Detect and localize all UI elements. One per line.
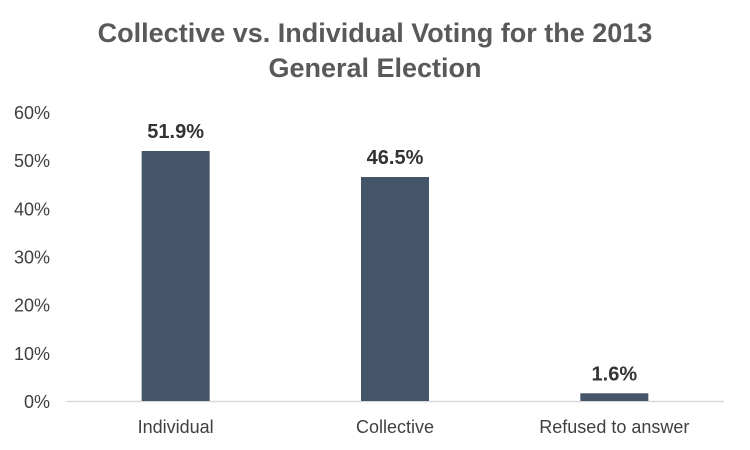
y-tick-label: 20% (14, 296, 50, 316)
y-tick-label: 30% (14, 248, 50, 268)
x-tick-label: Collective (356, 417, 434, 437)
chart-title-line-2: General Election (268, 53, 482, 83)
y-tick-label: 0% (24, 392, 50, 412)
x-tick-label: Refused to answer (539, 417, 689, 437)
y-tick-label: 10% (14, 344, 50, 364)
x-tick-label: Individual (138, 417, 214, 437)
data-label: 46.5% (367, 147, 424, 169)
chart-title-line-1: Collective vs. Individual Voting for the… (97, 18, 653, 48)
bar (361, 177, 429, 401)
data-label: 1.6% (592, 363, 638, 385)
bar (580, 393, 649, 401)
data-label: 51.9% (147, 121, 204, 143)
bar (141, 151, 210, 401)
y-tick-label: 40% (14, 199, 50, 219)
y-tick-label: 60% (14, 103, 50, 123)
chart-title: Collective vs. Individual Voting for the… (0, 16, 750, 86)
y-tick-label: 50% (14, 151, 50, 171)
